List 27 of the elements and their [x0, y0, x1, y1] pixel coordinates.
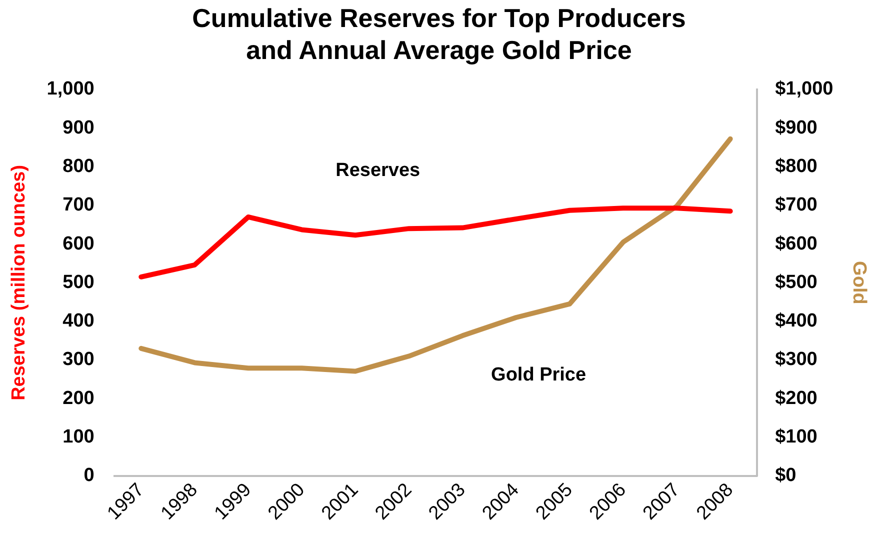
y-tick-label: 200: [62, 388, 94, 409]
y2-tick-label: $100: [775, 426, 818, 448]
annotation: Gold Price: [491, 364, 586, 386]
y2-tick-label: $800: [775, 156, 818, 177]
annotation: Reserves: [336, 160, 420, 181]
y-tick-label: 800: [62, 156, 94, 177]
chart-title: Cumulative Reserves for Top Producers and Annual Average Gold Price: [191, 2, 687, 66]
y-tick-label: 600: [62, 233, 94, 254]
y2-tick-label: $200: [775, 388, 818, 409]
y2-tick-label: $300: [775, 349, 818, 370]
y2-tick-label: $500: [775, 272, 818, 293]
y2-tick-label: $400: [775, 310, 818, 332]
y-tick-label: 400: [62, 310, 94, 332]
y-tick-label: 300: [62, 349, 94, 370]
y-tick-label: 700: [62, 194, 94, 216]
y2-tick-label: $1,000: [775, 78, 834, 100]
y2-axis-title: Gold: [848, 261, 870, 304]
y2-tick-label: $0: [775, 465, 796, 486]
y2-tick-label: $900: [775, 117, 818, 138]
y2-tick-label: $600: [775, 233, 818, 254]
y-tick-label: 0: [84, 465, 94, 486]
y-tick-label: 500: [62, 272, 94, 293]
y-tick-label: 900: [62, 117, 94, 138]
y-tick-label: 100: [62, 426, 94, 448]
y-tick-label: 1,000: [46, 78, 94, 100]
y2-tick-label: $700: [775, 194, 818, 216]
y-axis-title: Reserves (million ounces): [8, 164, 30, 400]
